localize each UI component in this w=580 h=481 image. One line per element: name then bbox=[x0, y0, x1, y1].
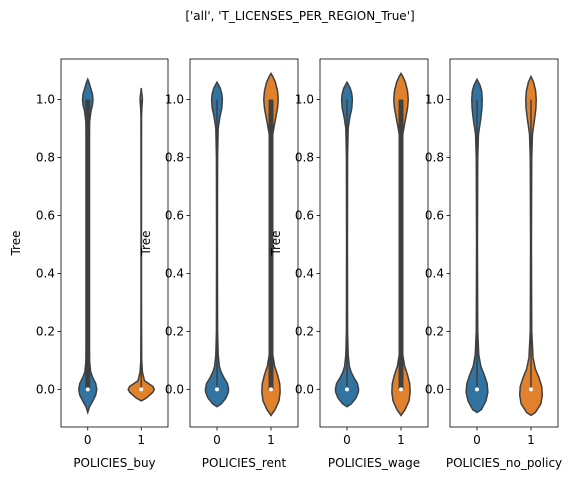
y-tick-label: 1.0 bbox=[425, 93, 444, 107]
subplot-1: 0.0 0.2 0.4 0.6 0.8 1.0 0 1 POLICIES_buy Tree bbox=[9, 58, 169, 470]
y-tick-label: 0.6 bbox=[425, 208, 444, 222]
y-tick-label: 0.8 bbox=[36, 151, 55, 165]
x-axis-label: POLICIES_rent bbox=[202, 456, 287, 470]
x-axis-label: POLICIES_buy bbox=[73, 456, 155, 470]
y-axis-label: Tree bbox=[9, 230, 23, 256]
violin-median-0 bbox=[345, 387, 349, 392]
y-tick-label: 1.0 bbox=[36, 93, 55, 107]
y-tick-label: 0.0 bbox=[165, 382, 184, 396]
y-tick-label: 0.0 bbox=[295, 382, 314, 396]
axes-frame bbox=[319, 58, 429, 428]
x-tick-label: 1 bbox=[397, 433, 405, 447]
subplot-2: 0.0 0.2 0.4 0.6 0.8 1.0 0 1 POLICIES_rent Tree bbox=[139, 58, 299, 470]
violin-median-1 bbox=[269, 387, 273, 392]
violin-median-0 bbox=[475, 387, 479, 392]
y-tick-label: 0.8 bbox=[425, 151, 444, 165]
y-axis-label: Tree bbox=[139, 230, 153, 256]
y-tick-label: 0.0 bbox=[36, 382, 55, 396]
y-tick-label: 0.4 bbox=[425, 266, 444, 280]
figure-suptitle: ['all', 'T_LICENSES_PER_REGION_True'] bbox=[185, 9, 414, 23]
y-axis-label: Tree bbox=[269, 230, 283, 256]
x-tick-label: 1 bbox=[267, 433, 275, 447]
violin-median-0 bbox=[215, 387, 219, 392]
violin-median-1 bbox=[529, 387, 533, 392]
violin-median-0 bbox=[85, 387, 90, 392]
x-tick-label: 0 bbox=[213, 433, 221, 447]
y-tick-label: 0.2 bbox=[36, 324, 55, 338]
y-tick-label: 0.6 bbox=[165, 208, 184, 222]
axes-frame bbox=[60, 58, 169, 428]
subplot-3: 0.0 0.2 0.4 0.6 0.8 1.0 0 1 POLICIES_wage Tree bbox=[269, 58, 429, 470]
y-tick-label: 0.4 bbox=[165, 266, 184, 280]
x-axis-label: POLICIES_wage bbox=[328, 456, 420, 470]
y-tick-label: 0.4 bbox=[36, 266, 55, 280]
x-axis-label: POLICIES_no_policy bbox=[446, 456, 562, 470]
y-tick-label: 0.8 bbox=[165, 151, 184, 165]
y-tick-label: 0.4 bbox=[295, 266, 314, 280]
x-tick-label: 0 bbox=[84, 433, 92, 447]
violin-median-1 bbox=[399, 387, 403, 392]
y-tick-label: 0.8 bbox=[295, 151, 314, 165]
x-tick-label: 1 bbox=[527, 433, 535, 447]
y-tick-label: 0.2 bbox=[295, 324, 314, 338]
y-tick-label: 0.2 bbox=[425, 324, 444, 338]
axes-frame bbox=[189, 58, 299, 428]
x-tick-label: 0 bbox=[473, 433, 481, 447]
subplots: 0.00.20.40.60.81.00 1POLICIES_buyTree0.00… bbox=[9, 58, 562, 470]
y-tick-label: 0.6 bbox=[36, 208, 55, 222]
y-tick-label: 0.6 bbox=[295, 208, 314, 222]
y-tick-label: 1.0 bbox=[295, 93, 314, 107]
violin-median-1 bbox=[139, 387, 144, 392]
subplot-4: 0.0 0.2 0.4 0.6 0.8 1.0 0 1 POLICIES_no_policy bbox=[425, 58, 562, 470]
y-tick-label: 1.0 bbox=[165, 93, 184, 107]
x-tick-label: 1 bbox=[137, 433, 145, 447]
x-tick-label: 0 bbox=[343, 433, 351, 447]
axes-frame bbox=[449, 58, 559, 428]
y-tick-label: 0.0 bbox=[425, 382, 444, 396]
y-tick-label: 0.2 bbox=[165, 324, 184, 338]
